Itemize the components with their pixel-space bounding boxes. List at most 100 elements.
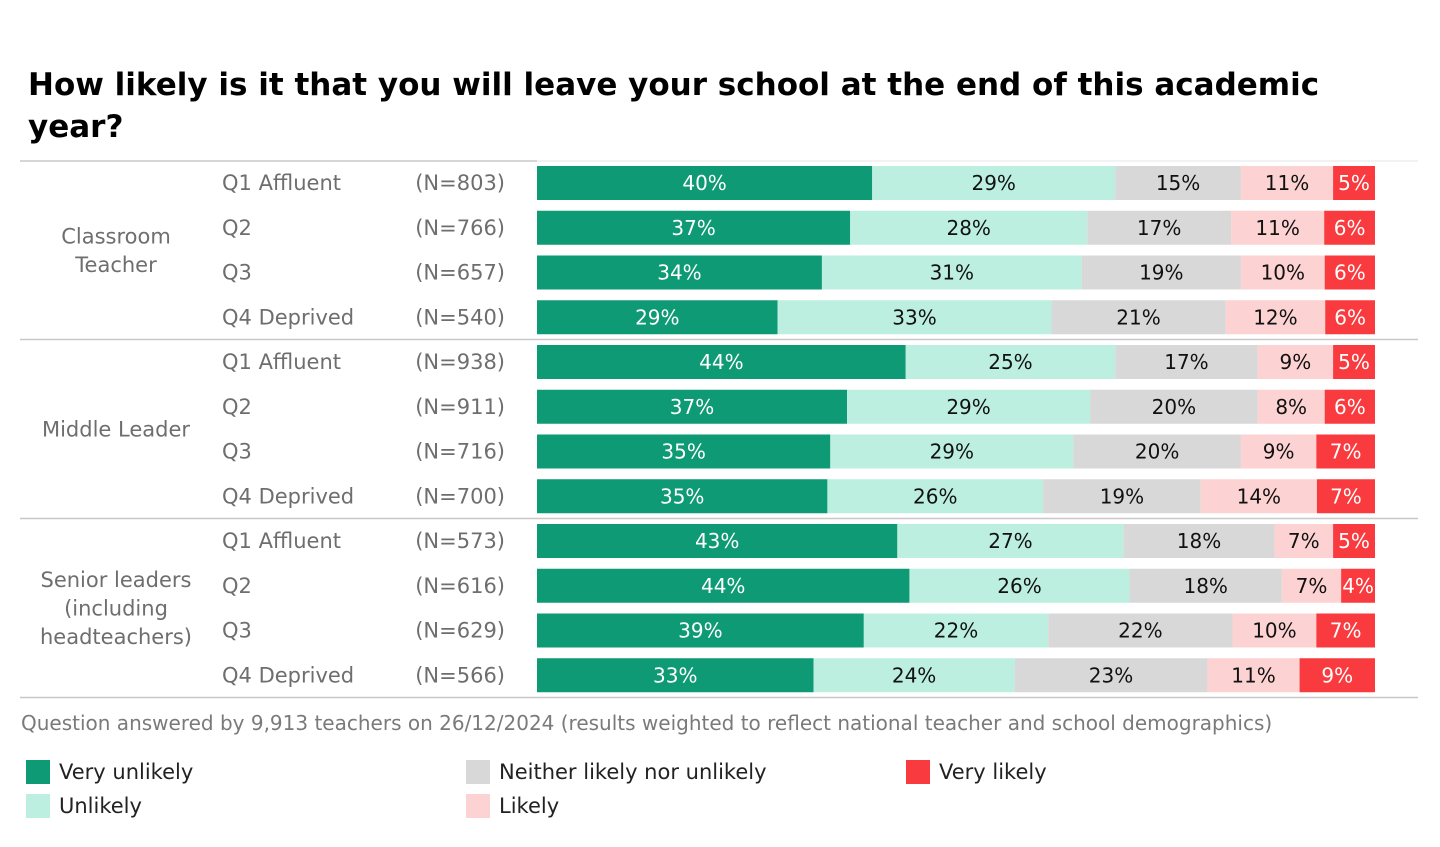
bar-segment (1316, 479, 1375, 514)
bar-segment (777, 300, 1052, 335)
bar-segment (537, 166, 873, 200)
bar-segment (850, 210, 1088, 245)
bar-segment (1324, 210, 1375, 245)
bar-value-label: 25% (988, 350, 1032, 374)
bar-segment (1257, 345, 1334, 379)
bar-value-label: 29% (930, 440, 974, 464)
bar-value-label: 33% (653, 663, 697, 687)
bar-value-label: 34% (657, 261, 701, 285)
bar-segment (872, 166, 1116, 200)
bar-segment (1274, 524, 1334, 558)
bar-segment (537, 389, 848, 424)
row-n-label: (N=657) (415, 261, 505, 285)
bar-segment (537, 434, 831, 469)
row-label: Q2 (222, 574, 252, 598)
bar-segment (813, 658, 1015, 693)
row-label: Q4 Deprived (222, 484, 354, 508)
bar-value-label: 10% (1261, 261, 1305, 285)
bar-segment (1231, 210, 1325, 245)
row-label: Q2 (222, 395, 252, 419)
bar-segment (905, 345, 1116, 379)
row-n-label: (N=629) (415, 619, 505, 643)
row-n-label: (N=616) (415, 574, 505, 598)
bar-value-label: 23% (1089, 663, 1133, 687)
bar-segment (1115, 166, 1241, 200)
group-label: Teacher (74, 253, 157, 277)
bar-value-label: 43% (695, 529, 739, 553)
bar-value-label: 39% (678, 619, 722, 643)
bar-value-label: 7% (1330, 619, 1362, 643)
bar-segment (537, 524, 898, 558)
bar-value-label: 10% (1252, 619, 1296, 643)
bar-segment (1240, 434, 1317, 469)
bar-segment (821, 255, 1082, 290)
bar-segment (1299, 658, 1375, 693)
group-label: (including (64, 597, 168, 621)
bar-value-label: 9% (1263, 440, 1295, 464)
group-label: headteachers) (40, 625, 192, 649)
bar-segment (1087, 210, 1232, 245)
chart-title: How likely is it that you will leave you… (28, 67, 1320, 145)
bar-segment (1324, 389, 1375, 424)
bar-value-label: 29% (971, 171, 1015, 195)
bar-segment (1333, 524, 1375, 558)
bar-segment (537, 210, 851, 245)
bar-value-label: 29% (635, 305, 679, 329)
bar-value-label: 31% (930, 261, 974, 285)
footnote: Question answered by 9,913 teachers on 2… (21, 711, 1273, 735)
bar-value-label: 22% (1118, 619, 1162, 643)
bar-segment (1090, 389, 1258, 424)
bar-segment (1240, 166, 1334, 200)
bar-segment (1048, 613, 1233, 648)
bar-value-label: 28% (946, 216, 990, 240)
bar-segment (1129, 568, 1282, 603)
bar-segment (1043, 479, 1201, 514)
bar-value-label: 20% (1152, 395, 1196, 419)
bar-segment (1115, 345, 1258, 379)
bar-value-label: 7% (1330, 484, 1362, 508)
bar-segment (1316, 613, 1375, 648)
bar-value-label: 6% (1334, 305, 1366, 329)
bar-value-label: 17% (1137, 216, 1181, 240)
bar-segment (537, 345, 906, 379)
bar-value-label: 29% (946, 395, 990, 419)
bar-value-label: 19% (1100, 484, 1144, 508)
bar-segment (863, 613, 1049, 648)
row-n-label: (N=716) (415, 440, 505, 464)
bar-segment (830, 434, 1074, 469)
group-label: Senior leaders (41, 568, 192, 592)
bar-value-label: 18% (1177, 529, 1221, 553)
bar-value-label: 40% (682, 171, 726, 195)
row-label: Q1 Affluent (222, 529, 341, 553)
bar-value-label: 35% (661, 440, 705, 464)
bar-value-label: 17% (1164, 350, 1208, 374)
bar-segment (537, 568, 910, 603)
bar-segment (1333, 345, 1375, 379)
bar-value-label: 5% (1338, 350, 1370, 374)
bar-value-label: 44% (699, 350, 743, 374)
row-label: Q2 (222, 216, 252, 240)
row-label: Q3 (222, 440, 252, 464)
bar-segment (537, 613, 864, 648)
bar-value-label: 7% (1288, 529, 1320, 553)
bar-value-label: 26% (997, 574, 1041, 598)
group-label: Middle Leader (42, 418, 190, 442)
bar-segment (1123, 524, 1275, 558)
bar-value-label: 8% (1275, 395, 1307, 419)
bar-value-label: 26% (913, 484, 957, 508)
bar-segment (909, 568, 1130, 603)
bar-segment (1325, 300, 1375, 335)
bar-segment (1073, 434, 1241, 469)
group-label: Classroom (61, 224, 171, 248)
bar-value-label: 33% (892, 305, 936, 329)
row-n-label: (N=766) (415, 216, 505, 240)
bar-segment (1281, 568, 1342, 603)
bar-segment (537, 479, 828, 514)
bar-value-label: 22% (934, 619, 978, 643)
bar-value-label: 24% (892, 663, 936, 687)
bar-segment (1257, 389, 1325, 424)
bar-value-label: 37% (671, 216, 715, 240)
bar-value-label: 44% (701, 574, 745, 598)
row-n-label: (N=911) (415, 395, 505, 419)
